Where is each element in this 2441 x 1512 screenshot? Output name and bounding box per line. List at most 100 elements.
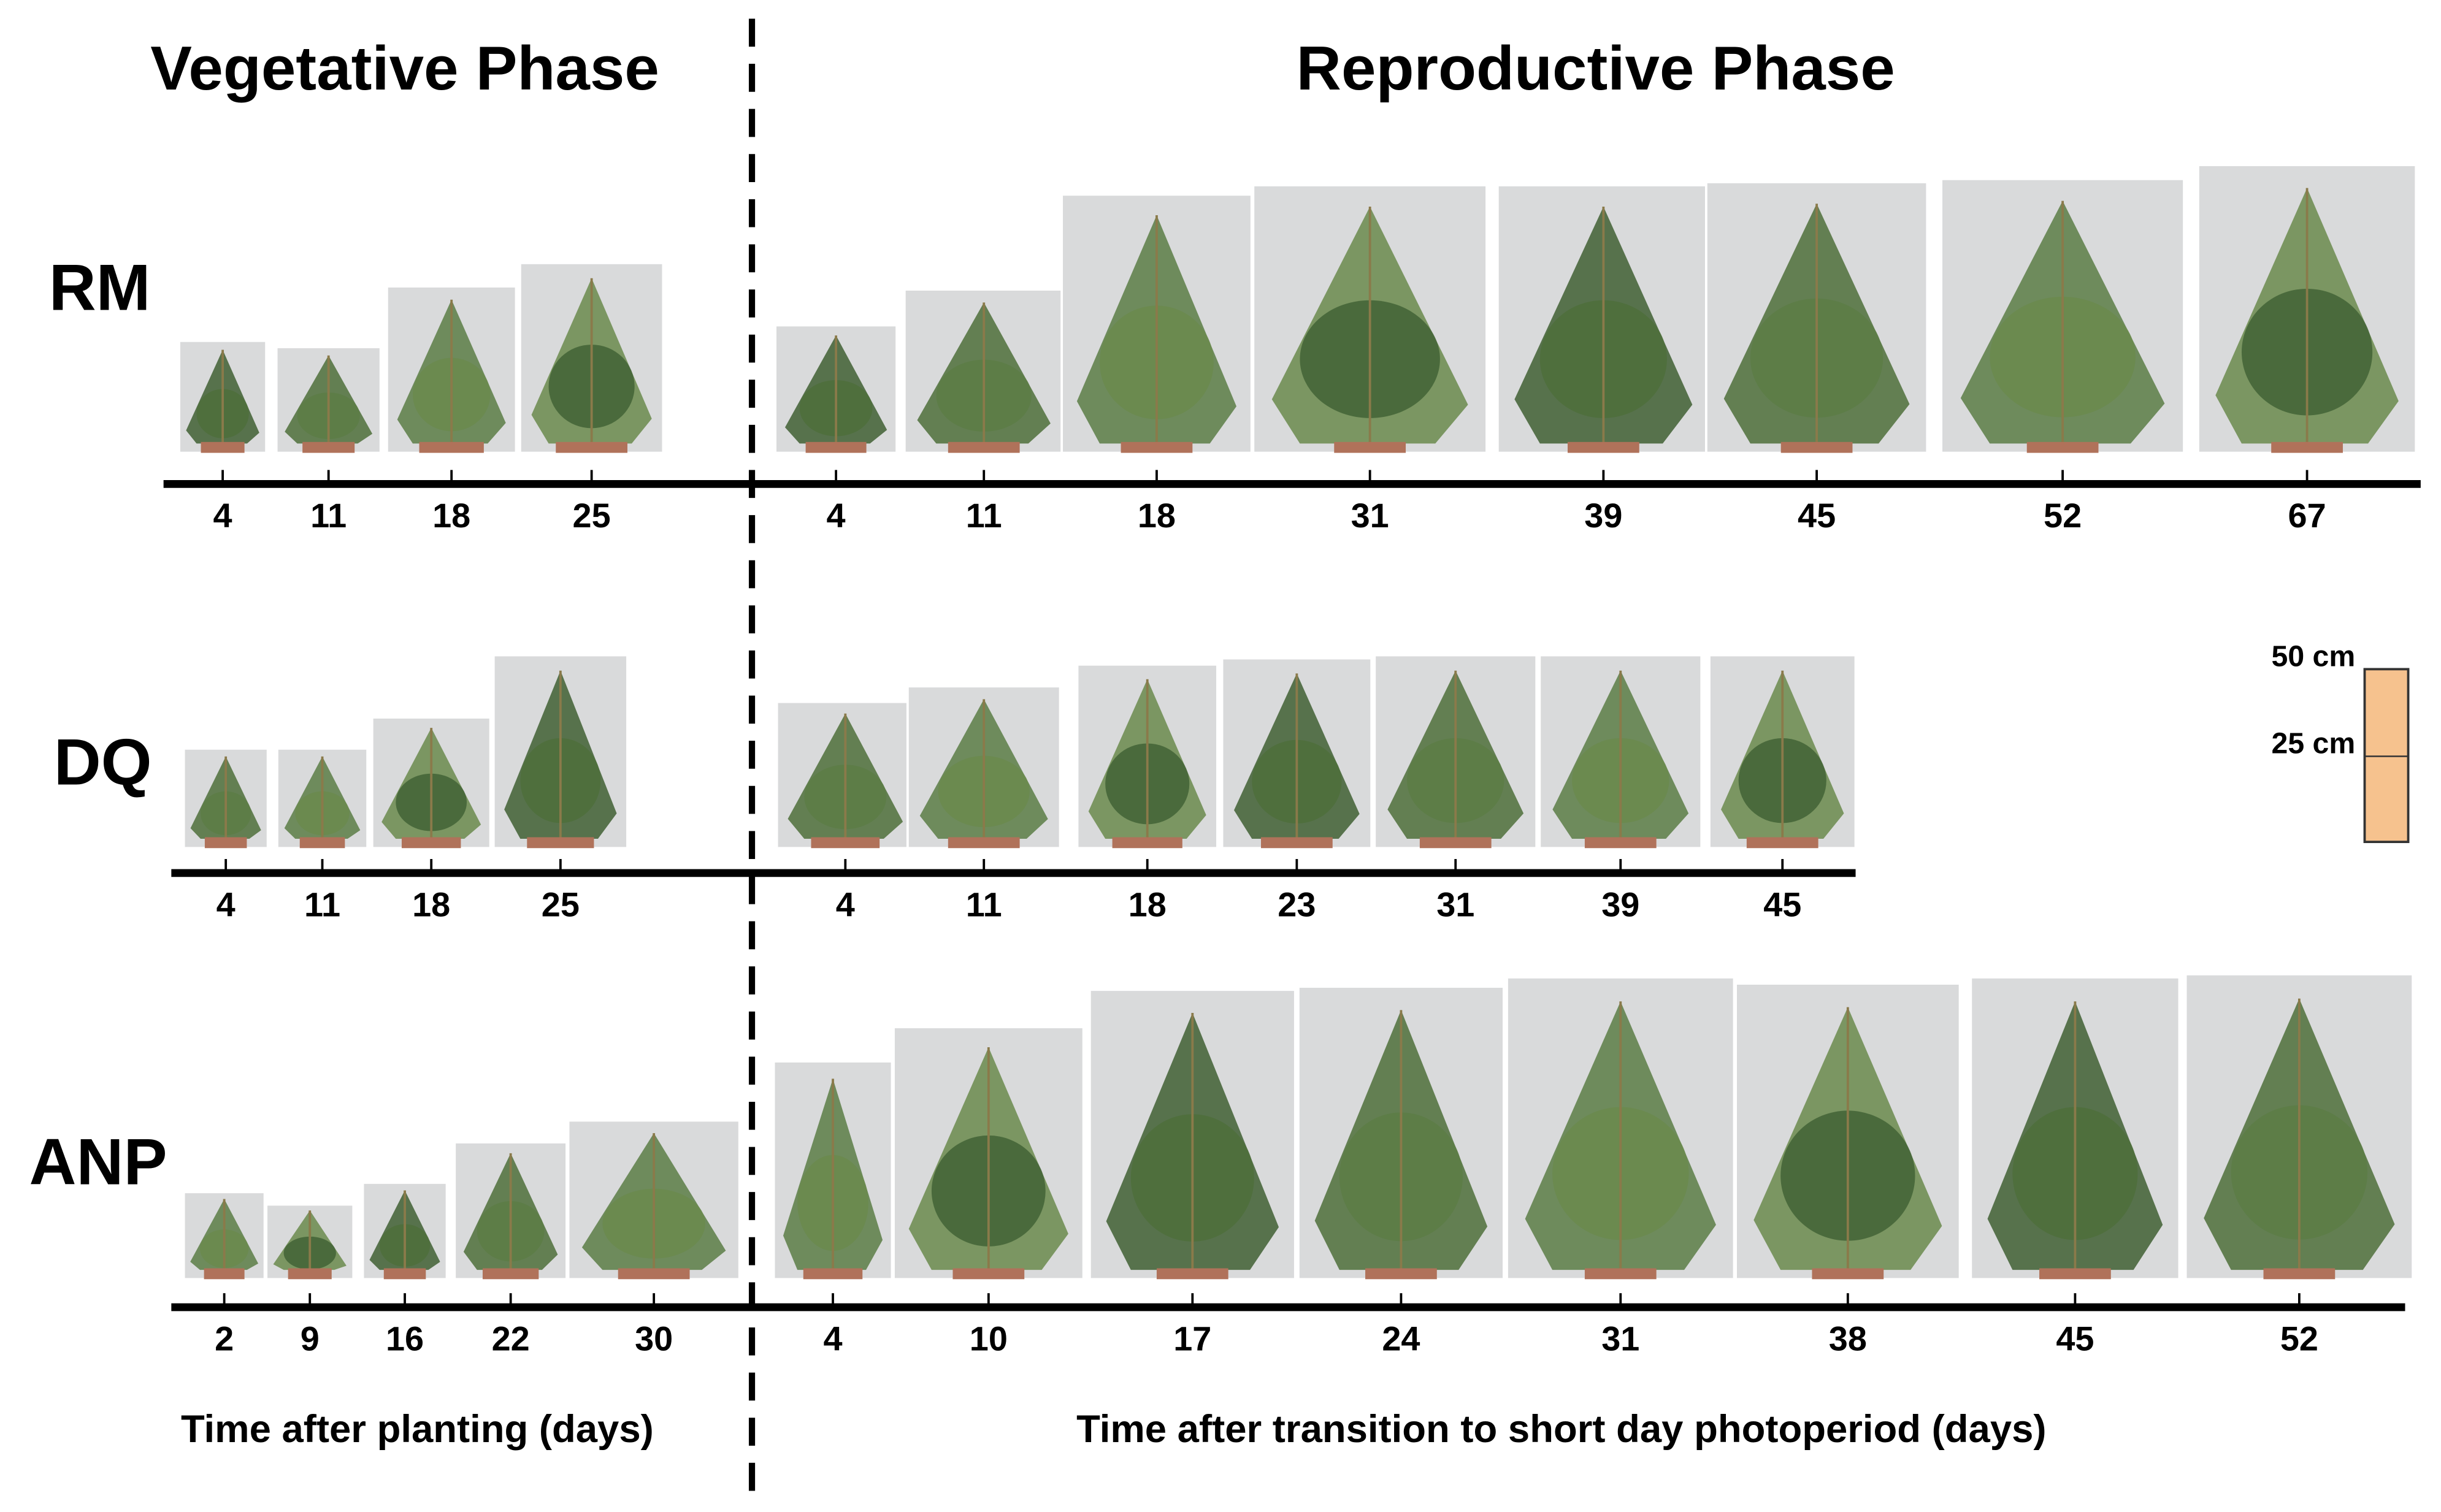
day-label: 18	[1129, 885, 1167, 923]
day-label: 45	[2056, 1319, 2094, 1358]
plant-photo	[182, 747, 269, 850]
plant-photo	[1297, 985, 1505, 1281]
pot	[204, 837, 247, 849]
plant-photo	[1940, 177, 2185, 454]
day-label: 4	[827, 496, 846, 535]
axis-label-reproductive: Time after transition to short day photo…	[1076, 1408, 2046, 1451]
day-label: 45	[1798, 496, 1836, 535]
pot	[2271, 441, 2343, 453]
pot	[419, 441, 484, 453]
plant-photo	[1088, 988, 1297, 1281]
pot	[482, 1268, 539, 1280]
pot	[1746, 837, 1818, 849]
row-label: ANP	[29, 1126, 167, 1199]
day-label: 25	[542, 885, 580, 923]
plant-photo	[178, 339, 268, 454]
plant-photo	[775, 700, 915, 850]
pot	[2026, 441, 2099, 453]
day-label: 45	[1763, 885, 1801, 923]
pot	[2263, 1268, 2336, 1280]
day-label: 2	[215, 1319, 234, 1358]
row-label: RM	[49, 251, 151, 324]
day-label: 30	[635, 1319, 673, 1358]
day-label: 10	[970, 1319, 1008, 1358]
plant-photo	[1538, 654, 1703, 850]
plant-photo	[1708, 654, 1857, 850]
day-label: 38	[1829, 1319, 1867, 1358]
plant-photo	[1220, 657, 1373, 850]
pot	[1567, 441, 1639, 453]
scale-label: 25 cm	[2272, 727, 2356, 760]
pot	[1365, 1268, 1437, 1280]
plant-photo	[892, 1026, 1085, 1281]
plant-photo	[772, 1060, 894, 1281]
plant-photo	[2197, 164, 2418, 454]
pot	[204, 1268, 245, 1280]
day-label: 18	[412, 885, 450, 923]
pot	[1260, 837, 1333, 849]
plant-photo	[2184, 972, 2415, 1281]
plant-photo	[567, 1119, 741, 1281]
day-label: 11	[966, 496, 1002, 535]
plant-photo	[453, 1141, 568, 1281]
day-label: 31	[1351, 496, 1389, 535]
plant-photo	[182, 1191, 266, 1281]
plant-photo	[774, 324, 898, 454]
pot	[2039, 1268, 2111, 1280]
plant-photo	[370, 716, 492, 850]
plant-photo	[1704, 181, 1929, 454]
day-label: 24	[1382, 1319, 1420, 1358]
row-label: DQ	[54, 725, 152, 798]
plant-photo	[361, 1182, 448, 1281]
pot	[948, 441, 1020, 453]
pot	[805, 441, 867, 453]
day-label: 11	[966, 885, 1002, 923]
pot	[803, 1268, 863, 1280]
day-label: 22	[492, 1319, 530, 1358]
day-label: 67	[2288, 496, 2326, 535]
pot	[811, 837, 880, 849]
day-label: 31	[1601, 1319, 1639, 1358]
pot	[201, 441, 245, 453]
pot	[952, 1268, 1025, 1280]
plant-photo	[1373, 654, 1538, 850]
header-vegetative: Vegetative Phase	[150, 33, 659, 103]
plant-photo	[906, 685, 1062, 850]
plant-photo	[276, 747, 369, 850]
pot	[948, 837, 1020, 849]
plant-photo	[265, 1203, 355, 1281]
pot	[1584, 837, 1657, 849]
day-label: 11	[304, 885, 340, 923]
plant-photo	[492, 654, 629, 850]
plant-photo	[1496, 184, 1711, 454]
day-label: 16	[386, 1319, 424, 1358]
day-label: 4	[836, 885, 855, 923]
pot	[1780, 441, 1853, 453]
pot	[1584, 1268, 1657, 1280]
pot	[1812, 1268, 1884, 1280]
pot	[556, 441, 627, 453]
pot	[1334, 441, 1406, 453]
day-label: 18	[432, 496, 470, 535]
pot	[527, 837, 594, 849]
day-label: 23	[1278, 885, 1316, 923]
day-label: 9	[301, 1319, 320, 1358]
scale-label: 50 cm	[2272, 640, 2356, 673]
pot	[1121, 441, 1193, 453]
pot	[288, 1268, 332, 1280]
day-label: 17	[1173, 1319, 1211, 1358]
day-label: 25	[573, 496, 611, 535]
pot	[302, 441, 355, 453]
day-label: 52	[2044, 496, 2082, 535]
plant-photo	[518, 262, 665, 454]
axis-label-vegetative: Time after planting (days)	[181, 1408, 654, 1451]
plant-photo	[275, 346, 382, 454]
plant-photo	[1060, 193, 1253, 454]
header-reproductive: Reproductive Phase	[1297, 33, 1895, 103]
day-label: 4	[217, 885, 236, 923]
plant-photo	[903, 288, 1065, 454]
day-label: 4	[823, 1319, 842, 1358]
plant-photo	[1969, 976, 2181, 1281]
day-label: 18	[1138, 496, 1176, 535]
